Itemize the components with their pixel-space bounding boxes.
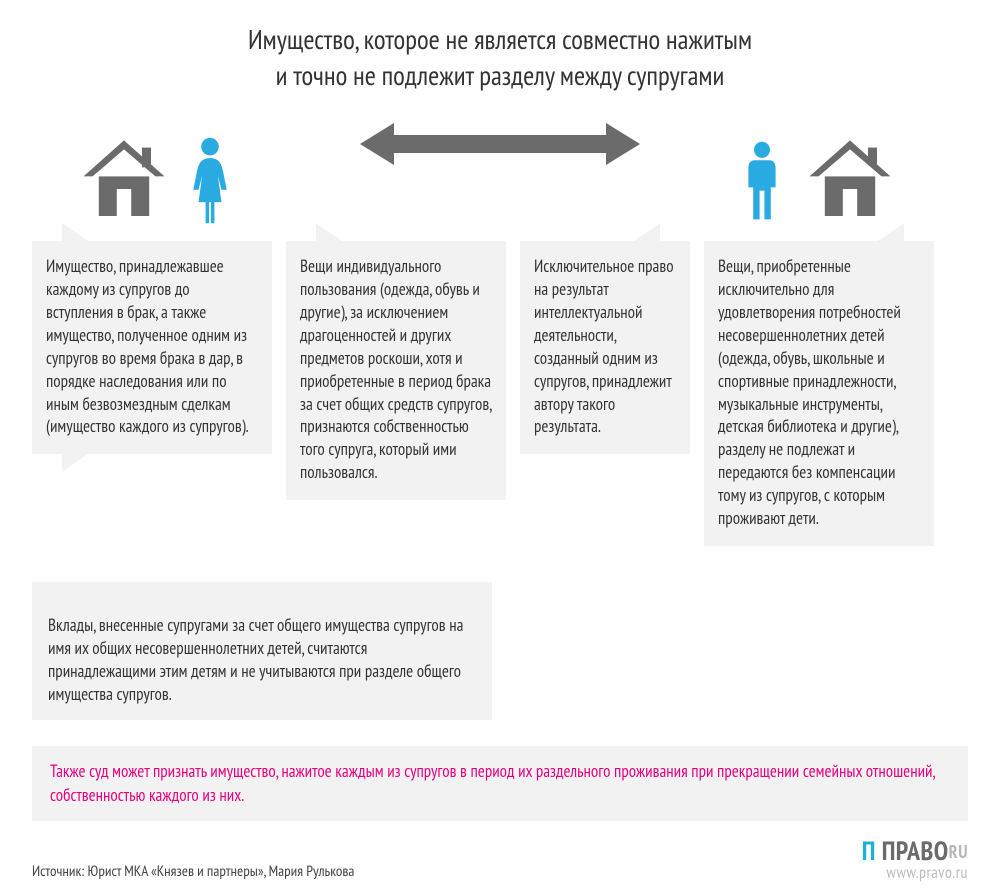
pink-note: Также суд может признать имущество, нажи… [32, 746, 968, 822]
info-box-5-wrap: Вклады, внесенные супругами за счет обще… [0, 546, 1000, 720]
info-box-1-text: Имущество, принадлежавшее каждому из суп… [46, 255, 249, 438]
info-box-2: Вещи индивидуального пользования (одежда… [286, 241, 506, 500]
speech-tail-icon [634, 223, 660, 241]
page-title: Имущество, которое не является совместно… [0, 0, 1000, 103]
speech-tail-icon [62, 454, 88, 472]
title-line-1: Имущество, которое не является совместно… [248, 23, 752, 57]
logo-mark: П [862, 835, 876, 868]
title-line-2: и точно не подлежит разделу между супруг… [276, 59, 725, 93]
source-text: Источник: Юрист МКА «Князев и партнеры»,… [32, 862, 354, 881]
speech-tail-icon [48, 596, 476, 614]
logo-wordmark: П ПРАВОRU [862, 839, 968, 865]
info-box-3-text: Исключительное право на результат интелл… [534, 255, 674, 438]
speech-tail-icon [878, 223, 904, 241]
info-box-3: Исключительное право на результат интелл… [520, 241, 690, 455]
pink-note-text: Также суд может признать имущество, нажи… [50, 760, 935, 806]
speech-tail-icon [316, 223, 342, 241]
footer: Источник: Юрист МКА «Князев и партнеры»,… [32, 839, 968, 881]
house-right-icon [804, 135, 896, 230]
info-box-2-text: Вещи индивидуального пользования (одежда… [300, 255, 491, 483]
double-arrow-icon [360, 119, 640, 174]
pink-note-wrap: Также суд может признать имущество, нажи… [0, 720, 1000, 822]
info-box-5: Вклады, внесенные супругами за счет обще… [32, 582, 492, 720]
speech-tail-icon [62, 223, 88, 241]
info-box-1: Имущество, принадлежавшее каждому из суп… [32, 241, 272, 455]
house-left-icon [78, 135, 170, 230]
info-box-4-text: Вещи, приобретенные исключительно для уд… [718, 255, 901, 529]
info-box-5-text: Вклады, внесенные супругами за счет обще… [48, 614, 463, 705]
info-boxes-row: Имущество, принадлежавшее каждому из суп… [0, 241, 1000, 546]
man-icon [742, 137, 782, 230]
pravo-logo: П ПРАВОRU www.pravo.ru [862, 839, 968, 881]
logo-suffix: RU [949, 840, 968, 863]
info-box-4: Вещи, приобретенные исключительно для уд… [704, 241, 934, 546]
icons-row [0, 111, 1000, 241]
woman-icon [188, 137, 232, 230]
